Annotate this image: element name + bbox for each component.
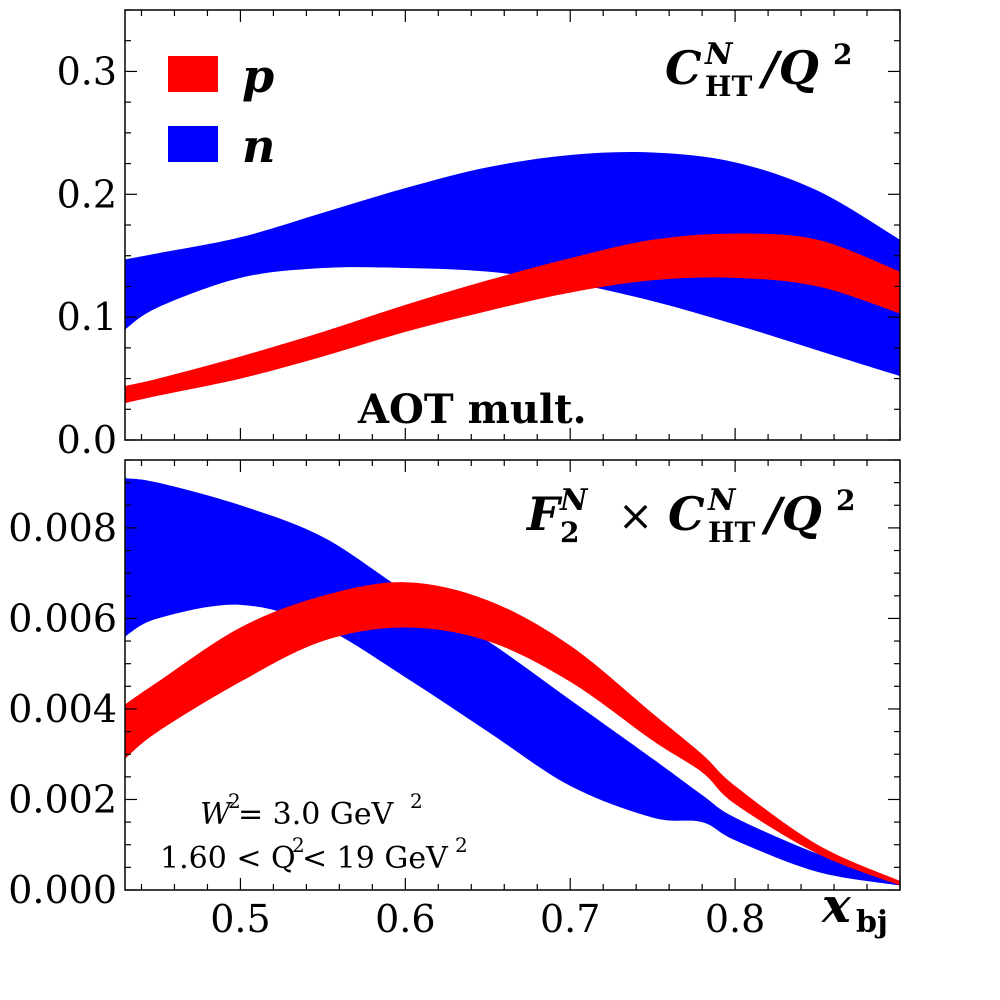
svg-text:HT: HT	[705, 70, 752, 103]
bottom-frame	[124, 459, 901, 891]
kinematics-annotation-q2: 1.60 < Q 2 < 19 GeV 2	[160, 833, 468, 876]
top-ytick-label: 0.1	[57, 295, 117, 339]
svg-text:2: 2	[560, 516, 579, 549]
bottom-xtick-label: 0.8	[705, 897, 765, 941]
svg-text:N: N	[559, 483, 589, 518]
bottom-ytick-label: 0.002	[8, 777, 117, 821]
svg-text:C: C	[665, 41, 702, 95]
svg-text:N: N	[707, 483, 737, 518]
svg-text:×: ×	[618, 491, 653, 540]
svg-text:/Q: /Q	[758, 41, 819, 95]
top-ticks: 0.0 0.1 0.2 0.3	[57, 9, 901, 462]
legend-label-p: p	[242, 49, 274, 103]
top-band-p	[125, 233, 900, 404]
top-ytick-label: 0.0	[57, 418, 117, 462]
x-axis-label: x bj	[821, 878, 888, 940]
svg-text:N: N	[704, 37, 734, 72]
top-band-n	[125, 152, 900, 377]
bottom-ytick-label: 0.000	[8, 868, 117, 912]
bottom-bands	[125, 478, 900, 886]
bottom-band-n	[125, 478, 900, 886]
svg-text:bj: bj	[856, 905, 888, 940]
svg-text:W: W	[200, 797, 233, 832]
svg-text:C: C	[668, 487, 705, 541]
bottom-panel: 0.000 0.002 0.004 0.006 0.008 0.5 0.6 0.7 0.8 F …	[8, 459, 901, 941]
svg-text:x: x	[821, 878, 852, 934]
bottom-panel-title: F N 2 × C N HT /Q 2	[525, 483, 855, 549]
bottom-xtick-label: 0.6	[375, 897, 435, 941]
top-bands	[125, 152, 900, 404]
bottom-xtick-label: 0.5	[210, 897, 270, 941]
top-frame	[124, 9, 901, 441]
bottom-ytick-label: 0.008	[8, 506, 117, 550]
svg-text:/Q: /Q	[761, 487, 822, 541]
svg-text:< 19 GeV: < 19 GeV	[302, 841, 449, 876]
svg-text:2: 2	[410, 789, 423, 813]
top-panel: 0.0 0.1 0.2 0.3 p n C N HT /Q 2 AOT mult.	[57, 9, 901, 462]
bottom-ytick-label: 0.004	[8, 687, 117, 731]
svg-text:HT: HT	[708, 516, 755, 549]
top-ytick-label: 0.3	[57, 49, 117, 93]
top-ytick-label: 0.2	[57, 172, 117, 216]
legend-swatch-p	[168, 56, 218, 92]
svg-text:F: F	[525, 487, 563, 541]
svg-text:2: 2	[836, 484, 855, 517]
top-panel-title: C N HT /Q 2	[665, 37, 852, 103]
svg-text:= 3.0 GeV: = 3.0 GeV	[238, 797, 395, 832]
svg-text:2: 2	[833, 38, 852, 71]
bottom-xtick-label: 0.7	[540, 897, 600, 941]
bottom-ytick-label: 0.006	[8, 596, 117, 640]
kinematics-annotation-w2: W 2 = 3.0 GeV 2	[200, 789, 423, 832]
svg-text:1.60 < Q: 1.60 < Q	[160, 841, 296, 876]
legend-swatch-n	[168, 126, 218, 162]
svg-text:2: 2	[228, 789, 241, 813]
svg-text:2: 2	[455, 833, 468, 857]
bottom-ticks: 0.000 0.002 0.004 0.006 0.008 0.5 0.6 0.7 0.8	[8, 459, 901, 941]
legend-label-n: n	[242, 119, 275, 173]
aot-annotation: AOT mult.	[357, 386, 587, 433]
svg-text:2: 2	[292, 833, 305, 857]
bottom-band-p	[125, 582, 900, 886]
